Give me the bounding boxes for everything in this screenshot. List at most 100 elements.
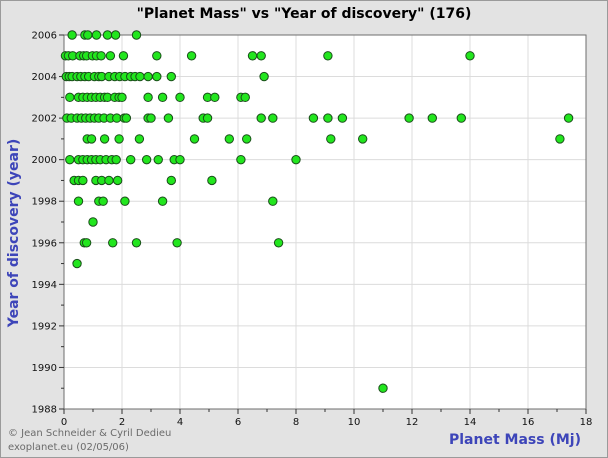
data-point bbox=[172, 238, 182, 248]
y-tick-label: 2002 bbox=[32, 114, 57, 125]
source-credit: exoplanet.eu (02/05/06) bbox=[8, 442, 129, 453]
data-point bbox=[81, 238, 92, 248]
data-point bbox=[456, 113, 466, 123]
x-tick-label: 4 bbox=[177, 417, 183, 428]
y-tick-label: 2006 bbox=[32, 31, 57, 42]
data-point bbox=[236, 154, 246, 165]
data-point bbox=[131, 30, 142, 40]
copyright-credit: © Jean Schneider & Cyril Dedieu bbox=[8, 428, 172, 439]
data-point bbox=[175, 92, 185, 103]
data-point bbox=[117, 92, 127, 103]
data-point bbox=[163, 113, 174, 123]
data-point bbox=[143, 71, 153, 82]
y-tick-label: 2000 bbox=[32, 155, 57, 166]
data-point bbox=[72, 258, 82, 269]
data-point bbox=[273, 238, 284, 248]
data-point bbox=[207, 175, 217, 186]
x-tick-label: 18 bbox=[580, 417, 593, 428]
data-point bbox=[259, 71, 269, 82]
data-point bbox=[102, 30, 113, 40]
y-tick-label: 1992 bbox=[32, 321, 57, 332]
data-point bbox=[65, 154, 75, 165]
data-point bbox=[326, 134, 336, 144]
y-tick-label: 1996 bbox=[32, 238, 57, 249]
data-point bbox=[91, 30, 102, 40]
x-tick-label: 16 bbox=[522, 417, 535, 428]
data-point bbox=[86, 134, 97, 144]
data-point bbox=[114, 134, 124, 144]
data-point bbox=[152, 71, 162, 82]
data-point bbox=[323, 113, 333, 123]
data-point bbox=[268, 113, 278, 123]
data-point bbox=[104, 175, 114, 186]
data-point bbox=[108, 238, 118, 248]
x-tick-label: 10 bbox=[348, 417, 361, 428]
data-point bbox=[224, 134, 235, 144]
data-point bbox=[189, 134, 200, 144]
x-tick-label: 14 bbox=[464, 417, 477, 428]
y-tick-label: 1994 bbox=[32, 280, 57, 291]
y-tick-label: 1998 bbox=[32, 197, 57, 208]
data-point bbox=[563, 113, 574, 123]
data-point bbox=[186, 51, 197, 61]
data-point bbox=[73, 196, 84, 206]
data-point bbox=[118, 51, 129, 61]
data-point bbox=[120, 196, 130, 206]
y-tick-label: 1990 bbox=[32, 363, 57, 374]
data-point bbox=[555, 134, 565, 144]
data-point bbox=[166, 71, 177, 82]
data-point bbox=[110, 30, 121, 40]
data-point bbox=[256, 51, 266, 61]
data-point bbox=[157, 196, 168, 206]
data-point bbox=[134, 134, 145, 144]
data-point bbox=[126, 154, 136, 165]
data-point bbox=[291, 154, 301, 165]
chart-title: "Planet Mass" vs "Year of discovery" (17… bbox=[136, 6, 472, 22]
data-point bbox=[153, 154, 163, 165]
data-point bbox=[166, 175, 177, 186]
y-tick-label: 1988 bbox=[32, 405, 57, 416]
y-tick-label: 2004 bbox=[32, 72, 57, 83]
data-point bbox=[378, 383, 388, 393]
data-point bbox=[67, 30, 77, 40]
data-point bbox=[175, 154, 185, 165]
data-point bbox=[112, 175, 123, 186]
x-tick-label: 2 bbox=[119, 417, 125, 428]
data-point bbox=[111, 154, 121, 165]
data-point bbox=[96, 51, 106, 61]
data-point bbox=[268, 196, 278, 206]
data-point bbox=[146, 113, 156, 123]
data-point bbox=[202, 113, 213, 123]
data-point bbox=[308, 113, 319, 123]
data-point bbox=[358, 134, 368, 144]
data-point bbox=[131, 238, 142, 248]
x-axis-label: Planet Mass (Mj) bbox=[449, 432, 581, 448]
x-tick-label: 12 bbox=[406, 417, 419, 428]
data-point bbox=[240, 92, 250, 103]
data-point bbox=[465, 51, 475, 61]
data-point bbox=[152, 51, 162, 61]
data-point bbox=[88, 217, 98, 227]
data-point bbox=[157, 92, 168, 103]
data-point bbox=[121, 113, 132, 123]
data-point bbox=[78, 175, 88, 186]
data-point bbox=[337, 113, 348, 123]
data-point bbox=[242, 134, 252, 144]
data-point bbox=[256, 113, 266, 123]
data-point bbox=[135, 71, 145, 82]
data-point bbox=[427, 113, 437, 123]
data-point bbox=[143, 92, 153, 103]
data-point bbox=[98, 196, 108, 206]
data-point bbox=[141, 154, 152, 165]
x-tick-label: 8 bbox=[293, 417, 299, 428]
data-point bbox=[105, 51, 116, 61]
x-tick-label: 6 bbox=[235, 417, 241, 428]
data-point bbox=[247, 51, 258, 61]
data-point bbox=[99, 134, 110, 144]
data-point bbox=[323, 51, 333, 61]
x-tick-label: 0 bbox=[61, 417, 67, 428]
data-point bbox=[210, 92, 220, 103]
data-point bbox=[83, 30, 93, 40]
